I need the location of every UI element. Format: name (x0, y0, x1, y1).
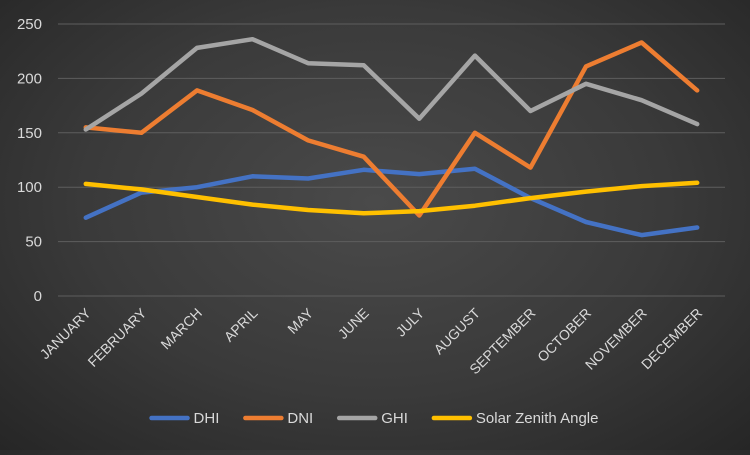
x-tick-label-january: JANUARY (37, 304, 95, 362)
x-tick-label-october: OCTOBER (534, 305, 594, 365)
y-tick-label-150: 150 (17, 125, 42, 142)
y-axis-ticks: 0 50 100 150 200 250 (17, 16, 42, 305)
series-line-ghi (83, 36, 700, 132)
x-tick-label-may: MAY (284, 304, 316, 336)
series-line-dhi (83, 166, 700, 238)
legend-label-dni: DNI (287, 410, 313, 427)
legend-label-dhi: DHI (194, 410, 220, 427)
y-tick-label-250: 250 (17, 16, 42, 33)
legend-label-solar-zenith-angle: Solar Zenith Angle (476, 410, 599, 427)
x-tick-label-april: APRIL (221, 305, 261, 345)
x-tick-label-march: MARCH (157, 305, 205, 353)
series-lines (83, 36, 700, 238)
gridlines (58, 23, 725, 297)
series-line-solar-zenith-angle (83, 180, 700, 216)
x-tick-label-june: JUNE (335, 305, 372, 342)
x-tick-label-august: AUGUST (430, 304, 483, 357)
y-tick-label-200: 200 (17, 70, 42, 87)
y-tick-label-100: 100 (17, 179, 42, 196)
y-tick-label-0: 0 (34, 288, 42, 305)
legend-label-ghi: GHI (381, 410, 408, 427)
y-tick-label-50: 50 (25, 234, 42, 251)
x-tick-label-february: FEBRUARY (84, 304, 150, 370)
series-line-dni (83, 40, 700, 218)
x-tick-label-july: JULY (393, 304, 428, 339)
legend: DHI DNI GHI Solar Zenith Angle (149, 410, 599, 427)
